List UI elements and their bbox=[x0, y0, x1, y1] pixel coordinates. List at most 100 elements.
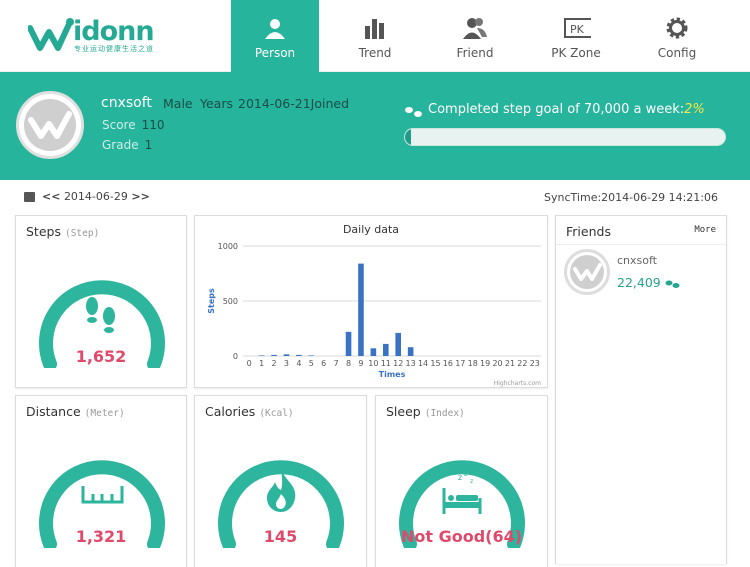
friend-steps: 22,409 bbox=[617, 275, 661, 290]
prev-date-button[interactable]: << bbox=[42, 190, 61, 203]
x-tick-label: 14 bbox=[418, 359, 428, 368]
footprints-icon bbox=[665, 280, 680, 288]
profile-years-label: Years bbox=[200, 96, 233, 111]
chart-bar bbox=[283, 354, 290, 356]
chart-bar bbox=[308, 355, 315, 356]
tab-person-label: Person bbox=[254, 46, 296, 60]
grade-label: Grade bbox=[102, 138, 139, 152]
score-line: Score 110 bbox=[102, 118, 165, 132]
sleep-gauge: z z z bbox=[399, 460, 525, 548]
steps-unit: (Step) bbox=[64, 228, 100, 239]
svg-text:z: z bbox=[470, 478, 473, 485]
tab-pk-zone-label: PK Zone bbox=[551, 46, 601, 60]
steps-title: Steps (Step) bbox=[26, 224, 99, 239]
top-nav: idonn 专业运动健康生活之道 Person Trend Friend PK … bbox=[0, 0, 750, 72]
x-tick-label: 4 bbox=[296, 359, 301, 368]
y-tick-label: 0 bbox=[233, 352, 238, 361]
footprints-icon bbox=[405, 107, 422, 117]
profile-gender: Male bbox=[163, 96, 193, 111]
calories-title-text: Calories bbox=[205, 404, 256, 419]
x-tick-label: 16 bbox=[443, 359, 453, 368]
trend-icon bbox=[365, 19, 384, 39]
friends-card: Friends More cnxsoft 22,409 bbox=[555, 215, 727, 564]
sleep-unit: (Index) bbox=[424, 408, 465, 419]
sleep-title: Sleep (Index) bbox=[386, 404, 465, 419]
calories-title: Calories (Kcal) bbox=[205, 404, 294, 419]
x-tick-label: 2 bbox=[271, 359, 276, 368]
daily-chart-card: Daily data 0 500 1000 Steps 0 1 2 3 4 5 6 7 8 9 10 11 12… bbox=[194, 215, 548, 388]
calories-gauge bbox=[218, 460, 344, 548]
distance-value: 1,321 bbox=[75, 527, 127, 546]
x-tick-label: 5 bbox=[309, 359, 314, 368]
avatar-logo-icon bbox=[570, 255, 604, 289]
pk-icon: PK bbox=[564, 18, 591, 38]
tab-person[interactable]: Person bbox=[231, 0, 319, 72]
x-tick-label: 22 bbox=[517, 359, 527, 368]
steps-card[interactable]: Steps (Step) 1,652 bbox=[15, 215, 187, 388]
calories-value: 145 bbox=[263, 527, 298, 546]
steps-gauge bbox=[39, 280, 165, 368]
date-nav: << 2014-06-29 >> bbox=[42, 190, 150, 203]
chart-title: Daily data bbox=[342, 223, 400, 236]
x-tick-label: 12 bbox=[393, 359, 403, 368]
tab-pk-zone[interactable]: PK PK Zone bbox=[532, 0, 620, 72]
x-tick-label: 1 bbox=[259, 359, 264, 368]
friends-title: Friends bbox=[566, 224, 611, 239]
footprints-icon bbox=[86, 297, 115, 333]
calendar-icon[interactable] bbox=[24, 192, 35, 202]
tab-config[interactable]: Config bbox=[633, 0, 721, 72]
avatar-logo-icon bbox=[24, 99, 76, 151]
grade-line: Grade 1 bbox=[102, 138, 152, 152]
grade-value: 1 bbox=[144, 138, 153, 152]
profile-band: cnxsoft Male Years 2014-06-21Joined Scor… bbox=[0, 72, 750, 180]
tab-config-label: Config bbox=[657, 46, 697, 60]
tab-friend-label: Friend bbox=[456, 46, 494, 60]
distance-unit: (Meter) bbox=[84, 408, 125, 419]
friend-name: cnxsoft bbox=[617, 254, 657, 267]
steps-title-text: Steps bbox=[26, 224, 61, 239]
logo[interactable]: idonn 专业运动健康生活之道 bbox=[28, 14, 158, 58]
ruler-icon bbox=[81, 486, 124, 504]
chart-bar bbox=[271, 354, 277, 356]
sleep-value: Not Good(64) bbox=[400, 527, 523, 546]
calories-unit: (Kcal) bbox=[259, 408, 294, 419]
goal-label: Completed step goal of 70,000 a week: bbox=[428, 102, 685, 117]
x-tick-label: 20 bbox=[492, 359, 502, 368]
avatar[interactable] bbox=[16, 91, 84, 159]
chart-bar bbox=[382, 343, 389, 356]
sleep-card[interactable]: Sleep (Index) z z z Not Good(64) bbox=[375, 395, 548, 567]
friend-icon bbox=[463, 18, 487, 39]
x-tick-label: 7 bbox=[334, 359, 339, 368]
sleep-bed-icon: z z z bbox=[442, 470, 482, 514]
chart-bar bbox=[296, 354, 302, 356]
friends-more-link[interactable]: More bbox=[694, 225, 716, 235]
chart-bar bbox=[407, 347, 414, 356]
calories-card[interactable]: Calories (Kcal) 145 bbox=[194, 395, 367, 567]
chart-bar bbox=[258, 355, 265, 356]
friend-avatar bbox=[564, 249, 610, 295]
score-value: 110 bbox=[141, 118, 165, 132]
chart-bar bbox=[395, 332, 402, 356]
distance-card[interactable]: Distance (Meter) 1,321 bbox=[15, 395, 187, 567]
x-tick-label: 8 bbox=[346, 359, 351, 368]
x-tick-label: 10 bbox=[368, 359, 378, 368]
tab-friend[interactable]: Friend bbox=[431, 0, 519, 72]
sleep-title-text: Sleep bbox=[386, 404, 421, 419]
logo-subtitle: 专业运动健康生活之道 bbox=[74, 45, 154, 53]
x-tick-label: 0 bbox=[247, 359, 252, 368]
next-date-button[interactable]: >> bbox=[131, 190, 150, 203]
chart-credit: Highcharts.com bbox=[494, 380, 541, 387]
x-tick-label: 18 bbox=[468, 359, 478, 368]
steps-value: 1,652 bbox=[75, 347, 127, 366]
distance-title: Distance (Meter) bbox=[26, 404, 125, 419]
tab-trend[interactable]: Trend bbox=[331, 0, 419, 72]
flame-icon bbox=[267, 470, 296, 512]
x-tick-label: 19 bbox=[480, 359, 490, 368]
distance-gauge bbox=[39, 460, 165, 548]
chart-bar bbox=[370, 348, 377, 356]
friends-divider bbox=[556, 244, 726, 245]
goal-progress-fill bbox=[405, 129, 412, 145]
x-tick-label: 9 bbox=[358, 359, 363, 368]
logo-text: idonn bbox=[73, 16, 155, 47]
